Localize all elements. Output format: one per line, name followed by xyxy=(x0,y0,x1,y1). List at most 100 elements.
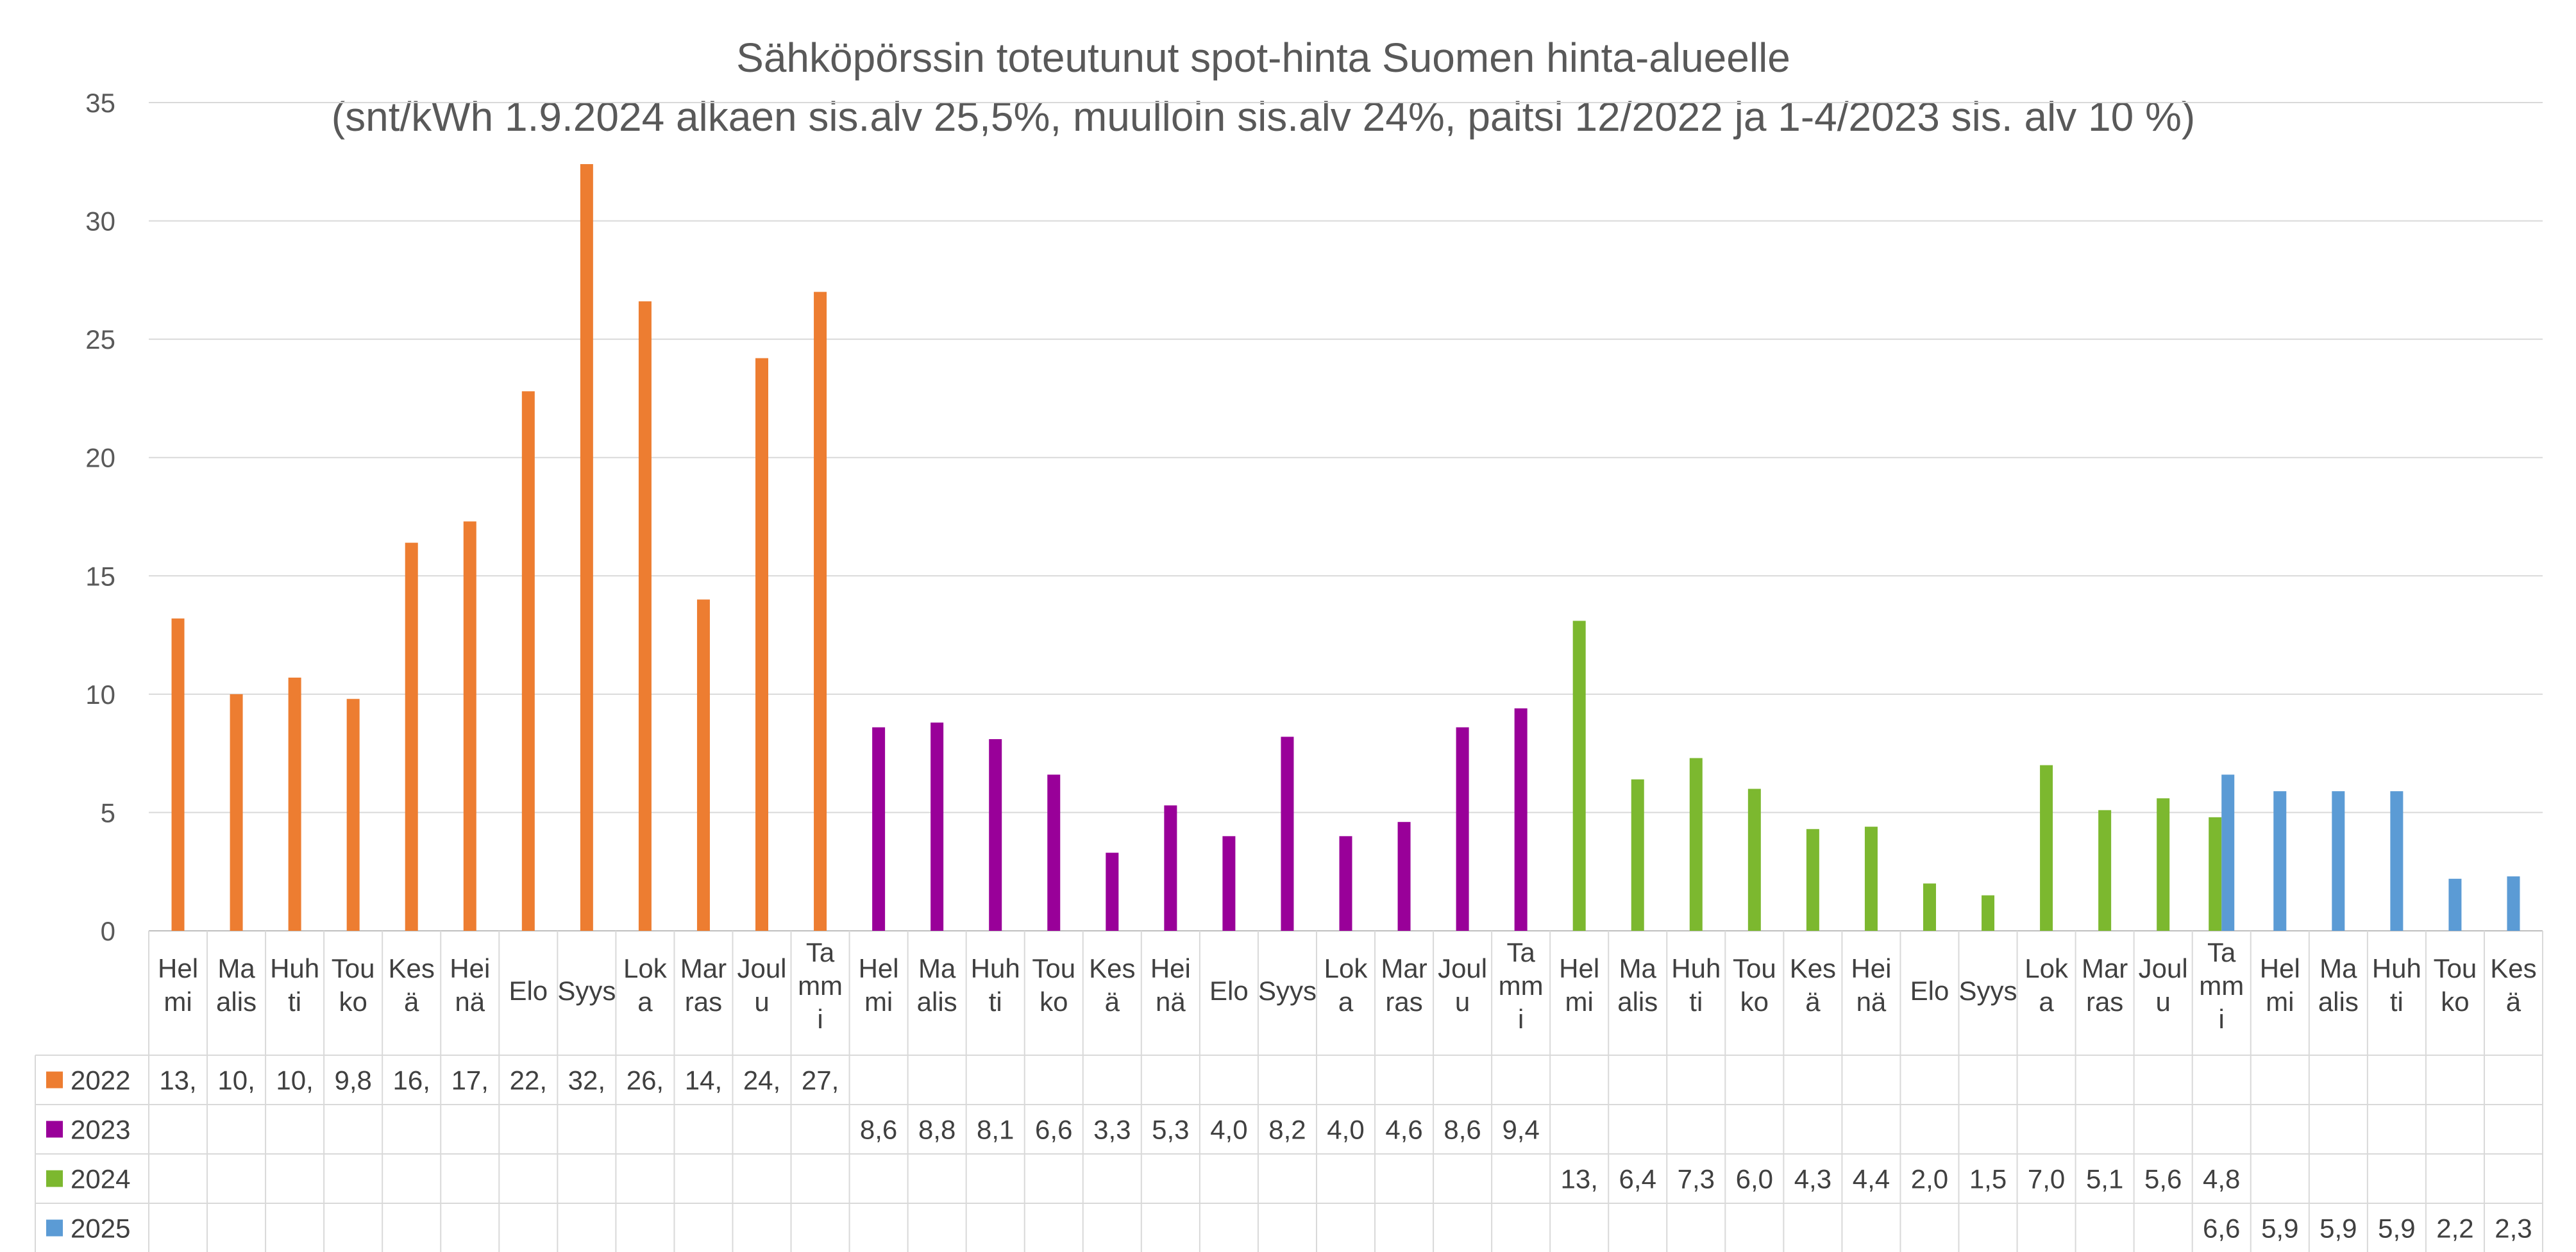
category-label: Syys xyxy=(1258,976,1317,1006)
data-table-value: 6,4 xyxy=(1619,1164,1656,1194)
category-label: Hei xyxy=(450,953,490,983)
bar-2023 xyxy=(1514,708,1528,931)
category-label: Syys xyxy=(1959,976,2017,1006)
category-label: alis xyxy=(917,987,957,1017)
bar-2022 xyxy=(346,699,360,931)
category-label: mi xyxy=(2266,987,2294,1017)
category-label: ti xyxy=(989,987,1002,1017)
data-table-value: 2,0 xyxy=(1911,1164,1948,1194)
category-label: Huh xyxy=(2372,953,2421,983)
data-table-value: 2,2 xyxy=(2436,1214,2473,1244)
legend-label: 2025 xyxy=(71,1214,130,1244)
data-table-value: 5,9 xyxy=(2319,1214,2357,1244)
category-label: u xyxy=(754,987,769,1017)
category-label: Lok xyxy=(623,953,668,983)
category-label: Huh xyxy=(971,953,1020,983)
bar-2023 xyxy=(1397,822,1411,931)
bar-2023 xyxy=(989,739,1002,931)
legend-label: 2022 xyxy=(71,1065,130,1096)
category-label: nä xyxy=(455,987,485,1017)
bar-2022 xyxy=(171,618,185,931)
data-table-value: 6,6 xyxy=(2203,1214,2240,1244)
category-label: i xyxy=(1518,1004,1524,1034)
data-table-value: 4,0 xyxy=(1210,1115,1247,1145)
legend-swatch-2022 xyxy=(46,1071,63,1089)
category-label: i xyxy=(2219,1004,2225,1034)
category-label: Hei xyxy=(1150,953,1191,983)
data-table-value: 5,3 xyxy=(1152,1115,1189,1145)
data-table-value: 8,6 xyxy=(1444,1115,1481,1145)
category-label: Ma xyxy=(918,953,956,983)
category-label: Elo xyxy=(509,976,548,1006)
data-table-value: 6,6 xyxy=(1035,1115,1072,1145)
bar-2022 xyxy=(638,301,652,931)
data-table-value: 8,6 xyxy=(860,1115,897,1145)
category-label: ti xyxy=(288,987,301,1017)
bar-2022 xyxy=(405,542,418,931)
bar-2024 xyxy=(1806,829,1819,931)
data-table-value: 3,3 xyxy=(1093,1115,1131,1145)
category-label: Joul xyxy=(1438,953,1487,983)
category-label: Syys xyxy=(557,976,616,1006)
data-table-value: 26, xyxy=(627,1065,664,1096)
category-label: u xyxy=(2156,987,2171,1017)
category-label: Ta xyxy=(806,937,835,967)
category-label: ras xyxy=(685,987,722,1017)
category-label: Ta xyxy=(1506,937,1535,967)
category-label: ko xyxy=(1040,987,1068,1017)
bar-2022 xyxy=(230,694,243,931)
y-tick-label: 30 xyxy=(85,206,115,237)
category-label: ti xyxy=(2390,987,2403,1017)
bar-2024 xyxy=(1572,621,1586,931)
y-tick-label: 15 xyxy=(85,561,115,591)
chart-title: Sähköpörssin toteutunut spot-hinta Suome… xyxy=(736,35,1790,81)
y-tick-label: 25 xyxy=(85,324,115,355)
data-table-value: 4,8 xyxy=(2203,1164,2240,1194)
data-table-value: 5,9 xyxy=(2261,1214,2298,1244)
data-table-value: 24, xyxy=(743,1065,780,1096)
data-table-value: 9,4 xyxy=(1502,1115,1539,1145)
category-label: ras xyxy=(2086,987,2123,1017)
category-label: Hel xyxy=(158,953,198,983)
bar-2022 xyxy=(755,358,769,931)
legend-label: 2024 xyxy=(71,1164,130,1194)
data-table-value: 8,1 xyxy=(977,1115,1014,1145)
category-label: Huh xyxy=(270,953,319,983)
category-label: alis xyxy=(1617,987,1658,1017)
bar-2022 xyxy=(463,521,476,931)
bar-2022 xyxy=(288,678,301,931)
category-label: ras xyxy=(1385,987,1422,1017)
legend-swatch-2025 xyxy=(46,1219,63,1237)
category-label: u xyxy=(1455,987,1470,1017)
bar-2024 xyxy=(2157,798,2170,931)
bar-2024 xyxy=(1864,826,1878,931)
bar-2023 xyxy=(1164,805,1177,931)
category-label: ti xyxy=(1689,987,1703,1017)
data-table-value: 22, xyxy=(510,1065,547,1096)
category-label: i xyxy=(817,1004,823,1034)
bar-2024 xyxy=(2098,810,2112,931)
category-label: Huh xyxy=(1671,953,1721,983)
category-label: Mar xyxy=(680,953,727,983)
data-table-value: 8,8 xyxy=(918,1115,955,1145)
category-label: Ma xyxy=(1619,953,1657,983)
data-table-value: 7,3 xyxy=(1678,1164,1715,1194)
data-table-value: 10, xyxy=(276,1065,313,1096)
category-label: Tou xyxy=(332,953,375,983)
bar-2023 xyxy=(1456,727,1469,931)
bar-2023 xyxy=(1339,836,1352,931)
category-label: Lok xyxy=(1324,953,1368,983)
category-label: Kes xyxy=(389,953,435,983)
y-tick-label: 10 xyxy=(85,680,115,710)
legend-swatch-2023 xyxy=(46,1121,63,1138)
data-table-value: 5,6 xyxy=(2144,1164,2182,1194)
bar-2025 xyxy=(2273,791,2287,931)
category-label: Kes xyxy=(1790,953,1836,983)
category-label: Elo xyxy=(1910,976,1949,1006)
category-label: Hel xyxy=(2260,953,2300,983)
data-table-value: 1,5 xyxy=(1969,1164,2007,1194)
bar-2024 xyxy=(2040,765,2053,931)
y-tick-label: 0 xyxy=(101,916,115,946)
bar-2024 xyxy=(1689,758,1703,931)
